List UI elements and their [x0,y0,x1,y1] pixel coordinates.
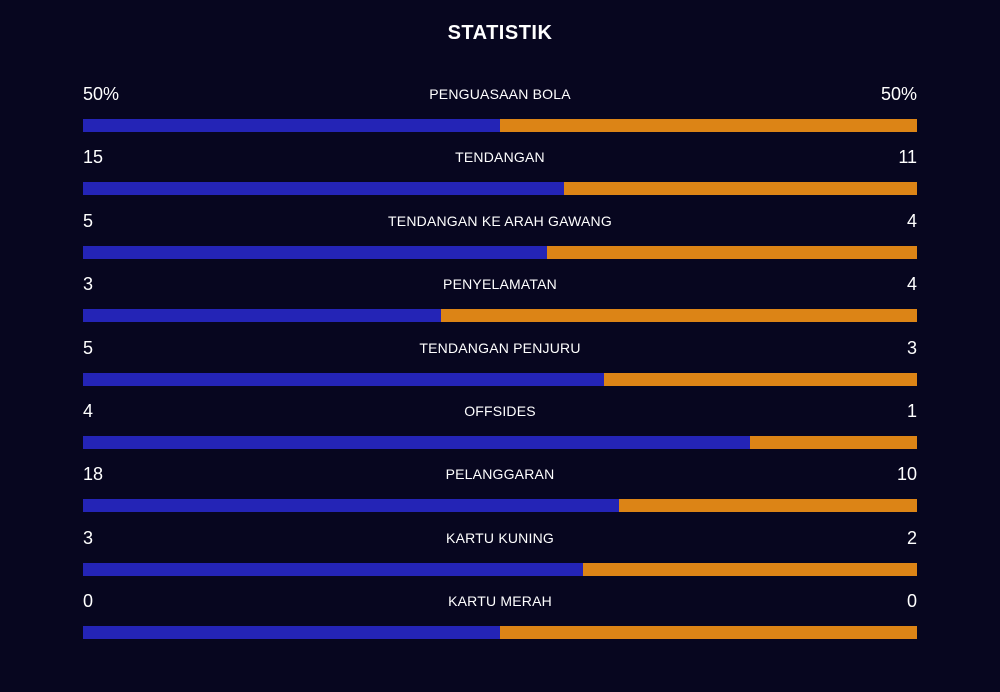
home-value: 50% [83,84,120,104]
page-title: STATISTIK [447,22,553,44]
away-bar-segment [440,309,917,323]
stat-header: 5 TENDANGAN PENJURU 3 [83,336,917,373]
comparison-bar [83,119,917,132]
home-value: 5 [83,337,94,358]
away-value: 2 [906,527,917,548]
stat-label: PELANGGARAN [445,466,555,483]
stat-row-shots-on-target: 5 TENDANGAN KE ARAH GAWANG 4 [83,209,917,272]
home-bar-segment [83,182,565,196]
comparison-bar [83,182,917,196]
away-value: 3 [906,337,917,358]
home-bar-segment [83,626,500,640]
home-value: 15 [83,147,104,168]
away-value: 1 [906,400,917,421]
home-value: 3 [83,527,94,548]
away-bar-segment [564,182,917,196]
comparison-bar [83,309,917,323]
stat-label: PENYELAMATAN [443,276,557,293]
stat-header: 18 PELANGGARAN 10 [83,462,917,499]
home-bar-segment [83,435,751,449]
stat-header: 15 TENDANGAN 11 [83,145,917,182]
away-bar-segment [500,626,917,640]
comparison-bar [83,372,917,386]
away-value: 0 [906,591,917,612]
away-value: 4 [906,274,917,295]
away-bar-segment [500,119,917,132]
stat-header: 50% PENGUASAAN BOLA 50% [83,82,917,119]
home-bar-segment [83,372,605,386]
comparison-bar [83,499,917,513]
home-bar-segment [83,245,547,259]
away-value: 11 [898,147,917,168]
stat-header: 0 KARTU MERAH 0 [83,589,917,626]
stat-header: 5 TENDANGAN KE ARAH GAWANG 4 [83,209,917,246]
away-value: 10 [896,464,917,485]
stats-list: 50% PENGUASAAN BOLA 50% 15 TENDANGAN 11 [83,82,917,653]
stat-row-yellow-cards: 3 KARTU KUNING 2 [83,526,917,589]
away-value: 4 [906,210,917,231]
away-bar-segment [546,245,917,259]
home-value: 3 [83,274,94,295]
comparison-bar [83,626,917,640]
stat-header: 4 OFFSIDES 1 [83,399,917,436]
stat-row-offsides: 4 OFFSIDES 1 [83,399,917,462]
stat-row-corners: 5 TENDANGAN PENJURU 3 [83,336,917,399]
home-bar-segment [83,562,584,576]
stat-label: KARTU KUNING [446,529,554,546]
stat-label: TENDANGAN KE ARAH GAWANG [388,212,612,229]
stat-row-red-cards: 0 KARTU MERAH 0 [83,589,917,652]
stat-label: TENDANGAN [455,149,545,166]
stat-header: 3 PENYELAMATAN 4 [83,272,917,309]
away-bar-segment [619,499,917,513]
stat-label: OFFSIDES [464,402,536,419]
stat-row-shots: 15 TENDANGAN 11 [83,145,917,208]
home-bar-segment [83,119,500,132]
home-value: 0 [83,591,94,612]
home-bar-segment [83,309,441,323]
home-bar-segment [83,499,620,513]
stat-label: PENGUASAAN BOLA [429,86,571,102]
away-bar-segment [604,372,917,386]
comparison-bar [83,562,917,576]
comparison-bar [83,435,917,449]
home-value: 5 [83,210,94,231]
stat-label: KARTU MERAH [448,593,552,610]
stat-row-possession: 50% PENGUASAAN BOLA 50% [83,82,917,145]
away-bar-segment [583,562,917,576]
away-value: 50% [880,84,917,104]
away-bar-segment [750,435,917,449]
home-value: 4 [83,400,94,421]
stat-label: TENDANGAN PENJURU [419,339,581,356]
stat-header: 3 KARTU KUNING 2 [83,526,917,563]
stat-row-saves: 3 PENYELAMATAN 4 [83,272,917,335]
comparison-bar [83,245,917,259]
stat-row-fouls: 18 PELANGGARAN 10 [83,462,917,525]
home-value: 18 [83,464,104,485]
